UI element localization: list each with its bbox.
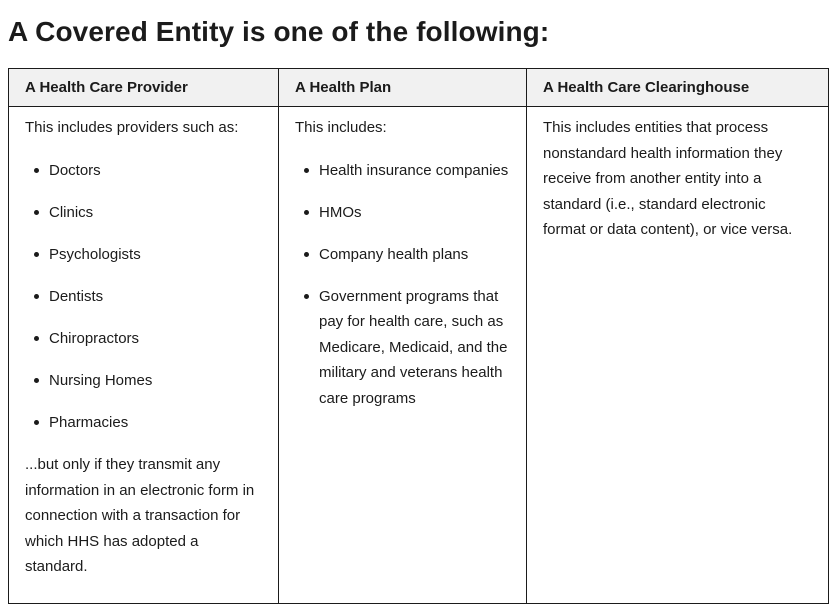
- bullet-icon: [34, 209, 39, 215]
- list-item: HMOs: [304, 200, 510, 226]
- bullet-icon: [304, 209, 309, 215]
- clearinghouse-intro: This includes entities that process nons…: [543, 119, 793, 238]
- list-item: Doctors: [34, 158, 262, 184]
- page-title: A Covered Entity is one of the following…: [8, 16, 550, 47]
- table-header-row: A Health Care Provider A Health Plan A H…: [8, 68, 829, 107]
- list-item: Nursing Homes: [34, 368, 262, 394]
- provider-list: Doctors Clinics Psychologists Dentists C…: [25, 158, 262, 436]
- header-health-plan: A Health Plan: [278, 68, 527, 107]
- bullet-icon: [304, 167, 309, 173]
- bullet-icon: [34, 293, 39, 299]
- plan-list: Health insurance companies HMOs Company …: [295, 158, 510, 412]
- table-row: This includes providers such as: Doctors…: [8, 106, 829, 604]
- cell-health-care-provider: This includes providers such as: Doctors…: [8, 106, 279, 604]
- list-item: Government programs that pay for health …: [304, 284, 510, 412]
- header-health-care-clearinghouse: A Health Care Clearinghouse: [526, 68, 829, 107]
- covered-entity-table: A Health Care Provider A Health Plan A H…: [8, 68, 829, 604]
- bullet-icon: [34, 251, 39, 257]
- bullet-icon: [34, 167, 39, 173]
- bullet-icon: [34, 377, 39, 383]
- cell-health-care-clearinghouse: This includes entities that process nons…: [526, 106, 829, 604]
- bullet-icon: [34, 419, 39, 425]
- provider-outro: ...but only if they transmit any informa…: [25, 456, 255, 575]
- list-item: Health insurance companies: [304, 158, 510, 184]
- list-item: Clinics: [34, 200, 262, 226]
- list-item: Company health plans: [304, 242, 510, 268]
- bullet-icon: [304, 251, 309, 257]
- list-item: Pharmacies: [34, 410, 262, 436]
- provider-intro: This includes providers such as:: [25, 119, 239, 136]
- plan-intro: This includes:: [295, 119, 387, 136]
- list-item: Psychologists: [34, 242, 262, 268]
- list-item: Dentists: [34, 284, 262, 310]
- bullet-icon: [34, 335, 39, 341]
- list-item: Chiropractors: [34, 326, 262, 352]
- cell-health-plan: This includes: Health insurance companie…: [278, 106, 527, 604]
- header-health-care-provider: A Health Care Provider: [8, 68, 279, 107]
- bullet-icon: [304, 293, 309, 299]
